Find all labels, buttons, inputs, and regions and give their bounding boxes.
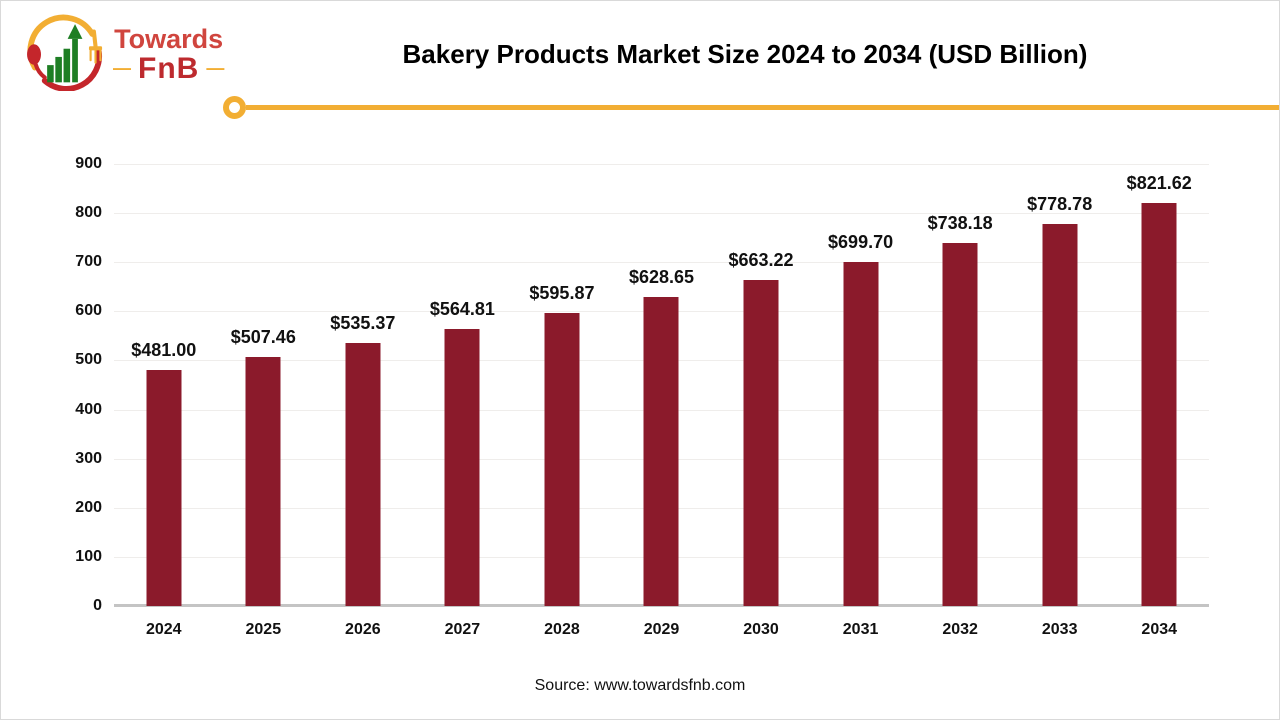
bar-2024	[146, 369, 182, 606]
bar-2033	[1042, 223, 1078, 606]
y-tick-label-900: 900	[75, 155, 102, 172]
bar-value-label-2024: $481.00	[131, 339, 197, 360]
bar-2034	[1141, 202, 1177, 606]
plot-area: $481.00 2024 $507.46 2025 $535.37 2026 $564.81…	[114, 164, 1209, 639]
bar-column-2032: $738.18 2032	[910, 164, 1010, 638]
source-text: Source: www.towardsfnb.com	[534, 677, 746, 694]
brand-name: Towards — FnB —	[113, 23, 225, 85]
bar-2026	[345, 343, 381, 606]
bar-column-2028: $595.87 2028	[512, 164, 612, 638]
brand-logo: Towards — FnB —	[25, 13, 224, 96]
y-axis-labels: 0 100 200 300 400 500 600 700 800 900	[1, 155, 102, 614]
x-tick-label-2026: 2026	[345, 621, 381, 638]
bar-value-label-2025: $507.46	[230, 326, 296, 347]
bar-2032	[942, 243, 978, 606]
x-tick-label-2033: 2033	[1041, 621, 1078, 638]
bar-value-label-2027: $564.81	[429, 298, 495, 319]
bar-2028	[544, 313, 580, 606]
x-tick-label-2027: 2027	[444, 621, 481, 638]
bar-2030	[743, 280, 779, 606]
bar-column-2026: $535.37 2026	[313, 164, 413, 638]
y-tick-label-300: 300	[75, 449, 102, 467]
brand-dash-left: —	[113, 58, 131, 79]
y-tick-label-800: 800	[75, 204, 102, 222]
gridline-700	[114, 262, 1209, 264]
bar-column-2025: $507.46 2025	[214, 164, 314, 638]
y-tick-label-0: 0	[93, 597, 102, 614]
bar-column-2031: $699.70 2031	[811, 164, 911, 638]
x-tick-label-2024: 2024	[145, 621, 182, 638]
title-divider-line	[246, 105, 1279, 110]
bar-value-label-2026: $535.37	[330, 313, 396, 334]
bar-value-label-2029: $628.65	[628, 267, 695, 288]
x-tick-label-2029: 2029	[643, 621, 680, 638]
brand-logo-icon	[25, 13, 107, 96]
bar-2031	[843, 262, 879, 606]
bar-value-label-2030: $663.22	[728, 250, 794, 271]
bar-column-2030: $663.22 2030	[711, 164, 811, 638]
bar-column-2034: $821.62 2034	[1109, 164, 1209, 639]
brand-name-towards: Towards	[114, 23, 224, 54]
x-tick-label-2028: 2028	[544, 621, 580, 638]
bar-column-2033: $778.78 2033	[1010, 164, 1110, 638]
x-tick-label-2030: 2030	[743, 621, 779, 638]
bar-column-2029: $628.65 2029	[612, 164, 712, 638]
bar-2025	[245, 356, 281, 606]
bar-value-label-2032: $738.18	[927, 213, 993, 234]
x-tick-label-2031: 2031	[842, 621, 879, 638]
y-tick-label-700: 700	[75, 253, 102, 271]
y-tick-label-600: 600	[75, 302, 102, 320]
brand-name-fnb: FnB	[138, 51, 200, 85]
x-tick-label-2032: 2032	[942, 621, 978, 638]
bar-value-label-2033: $778.78	[1027, 193, 1093, 214]
bar-column-2024: $481.00 2024	[114, 164, 214, 638]
y-tick-label-200: 200	[75, 498, 102, 516]
title-divider-dot	[223, 96, 246, 119]
bar-value-label-2031: $699.70	[828, 232, 894, 253]
gridline-800	[114, 213, 1209, 215]
gridline-900	[114, 164, 1209, 165]
bar-2029	[643, 297, 679, 606]
bar-column-2027: $564.81 2027	[413, 164, 513, 638]
y-tick-label-100: 100	[75, 547, 102, 565]
x-tick-label-2034: 2034	[1141, 621, 1178, 638]
bar-value-label-2034: $821.62	[1126, 172, 1192, 193]
y-tick-label-400: 400	[75, 400, 102, 418]
y-tick-label-500: 500	[75, 351, 102, 369]
page-title: Bakery Products Market Size 2024 to 2034…	[402, 39, 1088, 69]
bar-2027	[444, 328, 480, 606]
brand-dash-right: —	[206, 58, 225, 79]
bar-value-label-2028: $595.87	[529, 283, 595, 304]
x-tick-label-2025: 2025	[245, 621, 282, 638]
